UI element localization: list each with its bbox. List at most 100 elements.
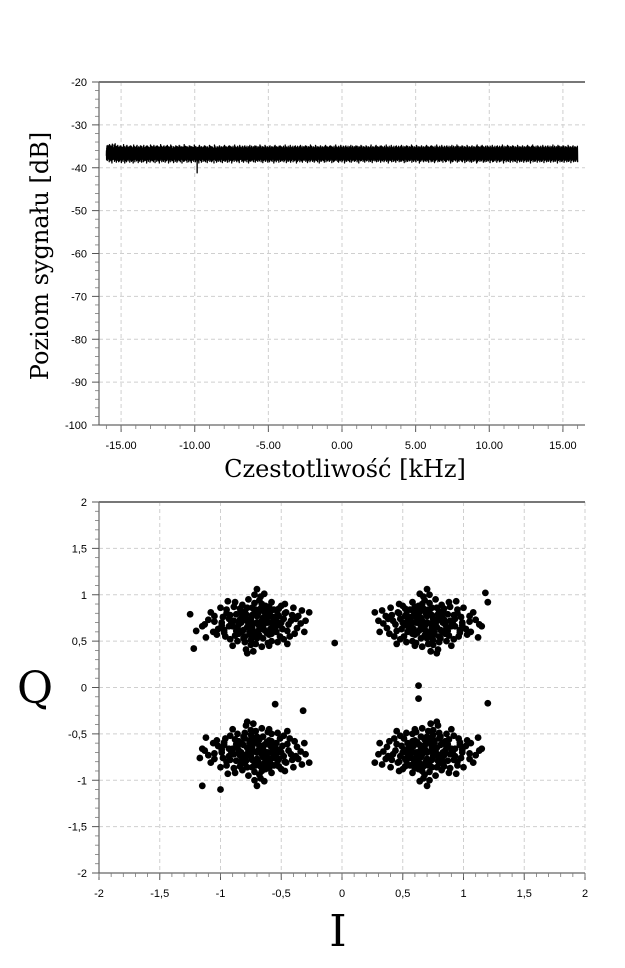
- constellation-point: [192, 627, 200, 635]
- constellation-point: [232, 740, 240, 748]
- constellation-point: [466, 749, 473, 757]
- constellation-point: [403, 729, 410, 737]
- constellation-point: [224, 770, 232, 778]
- constellation-point: [450, 635, 458, 643]
- constellation-point: [447, 725, 455, 733]
- constellation-point: [458, 619, 466, 626]
- constellation-x-tick-label: 2: [582, 888, 588, 900]
- spectrum-x-tick-label: 10.00: [476, 440, 504, 452]
- constellation-point: [229, 642, 237, 650]
- constellation-point: [452, 597, 460, 605]
- constellation-point: [249, 720, 257, 728]
- constellation-point: [269, 749, 277, 757]
- constellation-point: [251, 591, 258, 599]
- constellation-point: [454, 606, 461, 613]
- spectrum-y-tick-label: -20: [71, 77, 87, 89]
- constellation-point: [379, 620, 387, 627]
- constellation-point: [230, 750, 238, 758]
- constellation-point: [277, 602, 285, 610]
- constellation-point: [245, 620, 252, 627]
- constellation-point: [400, 746, 408, 754]
- constellation-point: [240, 626, 247, 634]
- constellation-chart: 2 1,5 1 0,5 0 -0,5 -1 -1,5 -2 -2 -1,5 -1 -0,5 0 0,5 1 1…: [17, 497, 588, 957]
- spectrum-y-tick-label: -50: [71, 206, 87, 218]
- constellation-point: [415, 682, 422, 690]
- constellation-point: [376, 739, 384, 747]
- constellation-point: [474, 734, 482, 741]
- constellation-point: [251, 776, 258, 784]
- constellation-x-tick-label: 0,5: [395, 888, 410, 900]
- spectrum-y-tick-label: -60: [71, 249, 87, 261]
- constellation-point: [276, 735, 284, 742]
- spectrum-x-ticks: -15.00 -10.00 -5.00 0.00 5.00 10.00 15.00: [105, 425, 579, 452]
- constellation-point: [217, 604, 224, 612]
- constellation-point: [421, 596, 429, 604]
- constellation-point: [417, 634, 425, 642]
- constellation-point: [463, 631, 471, 639]
- constellation-point: [186, 610, 194, 618]
- constellation-point: [249, 647, 257, 655]
- constellation-point: [277, 765, 285, 773]
- constellation-point: [204, 616, 212, 624]
- constellation-point: [297, 748, 305, 755]
- constellation-point: [417, 623, 425, 631]
- constellation-point: [376, 628, 384, 636]
- constellation-point: [285, 747, 292, 754]
- constellation-y-tick-label: 2: [81, 497, 87, 509]
- constellation-point: [432, 595, 439, 603]
- constellation-point: [243, 718, 251, 726]
- constellation-x-axis-title: I: [329, 906, 346, 957]
- constellation-point: [276, 746, 284, 754]
- constellation-point: [297, 620, 305, 627]
- constellation-point: [481, 589, 489, 597]
- constellation-point: [255, 771, 263, 779]
- constellation-point: [202, 634, 210, 641]
- constellation-point: [220, 738, 228, 746]
- constellation-point: [437, 626, 444, 634]
- constellation-point: [457, 754, 465, 762]
- constellation-point: [403, 638, 410, 646]
- constellation-point: [190, 645, 198, 652]
- constellation-point: [433, 649, 441, 657]
- constellation-point: [275, 612, 283, 620]
- constellation-point: [201, 747, 209, 754]
- constellation-point: [217, 763, 224, 771]
- constellation-point: [447, 642, 455, 650]
- constellation-point: [401, 755, 409, 763]
- constellation-point: [393, 727, 401, 735]
- constellation-point: [424, 606, 432, 613]
- constellation-point: [281, 758, 289, 766]
- constellation-point: [271, 625, 279, 633]
- constellation-point: [249, 736, 257, 744]
- constellation-point: [460, 763, 467, 771]
- constellation-point: [474, 634, 482, 641]
- constellation-point: [241, 735, 249, 742]
- constellation-point: [259, 634, 267, 642]
- spectrum-x-tick-label: -10.00: [179, 440, 210, 452]
- constellation-point: [249, 631, 257, 639]
- constellation-point: [211, 612, 218, 620]
- constellation-point: [437, 741, 444, 749]
- constellation-point: [231, 769, 239, 777]
- constellation-point: [275, 755, 283, 763]
- constellation-point: [383, 743, 391, 751]
- constellation-point: [433, 718, 441, 726]
- constellation-point: [234, 730, 241, 738]
- constellation-point: [423, 782, 431, 790]
- constellation-point: [472, 751, 480, 759]
- constellation-point: [286, 735, 294, 742]
- constellation-point: [401, 612, 409, 620]
- constellation-point: [238, 766, 246, 774]
- constellation-x-tick-label: -2: [94, 888, 104, 900]
- constellation-point: [259, 744, 267, 752]
- spectrum-series-line: [105, 143, 579, 174]
- constellation-point: [219, 754, 227, 762]
- constellation-point: [451, 745, 459, 753]
- constellation-point: [223, 606, 230, 613]
- constellation-point: [293, 624, 301, 632]
- constellation-point: [426, 591, 433, 599]
- constellation-point: [271, 700, 279, 708]
- constellation-point: [456, 629, 464, 637]
- constellation-point: [411, 610, 419, 618]
- constellation-point: [260, 777, 268, 785]
